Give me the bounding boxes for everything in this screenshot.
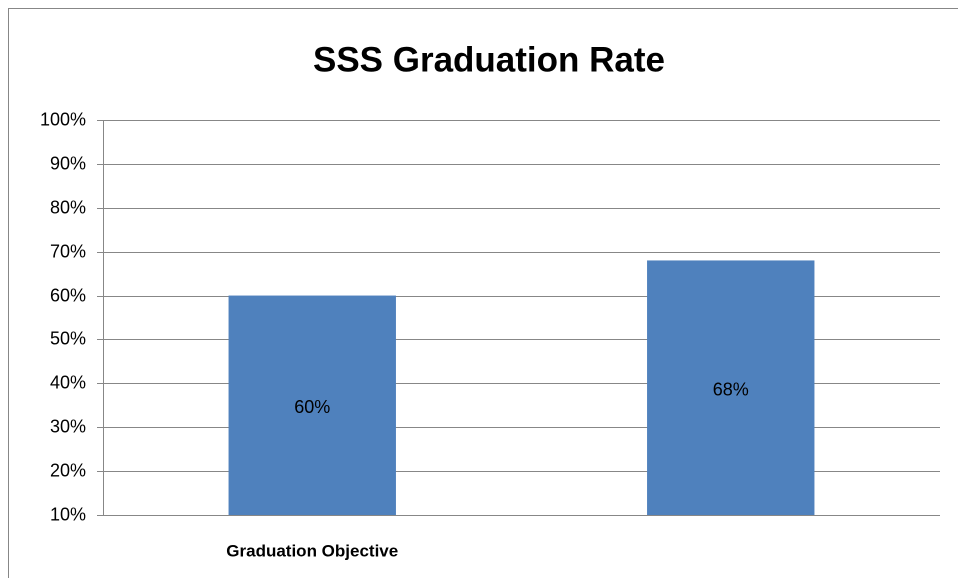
chart-title: SSS Graduation Rate — [313, 40, 665, 79]
y-tick-label: 20% — [50, 460, 86, 480]
data-label: 60% — [294, 397, 330, 417]
y-tick-label: 70% — [50, 241, 86, 261]
y-tick-label: 90% — [50, 153, 86, 173]
x-tick-label: Graduation Objective — [226, 541, 398, 560]
bar — [228, 295, 396, 515]
chart-border — [8, 8, 958, 578]
y-tick-label: 60% — [50, 285, 86, 305]
y-tick-label: 80% — [50, 197, 86, 217]
y-tick-label: 30% — [50, 416, 86, 436]
y-tick-label: 40% — [50, 372, 86, 392]
bar — [647, 260, 815, 515]
y-tick-label: 50% — [50, 328, 86, 348]
y-tick-label: 10% — [50, 504, 86, 524]
y-tick-label: 100% — [40, 109, 86, 129]
data-label: 68% — [713, 379, 749, 399]
